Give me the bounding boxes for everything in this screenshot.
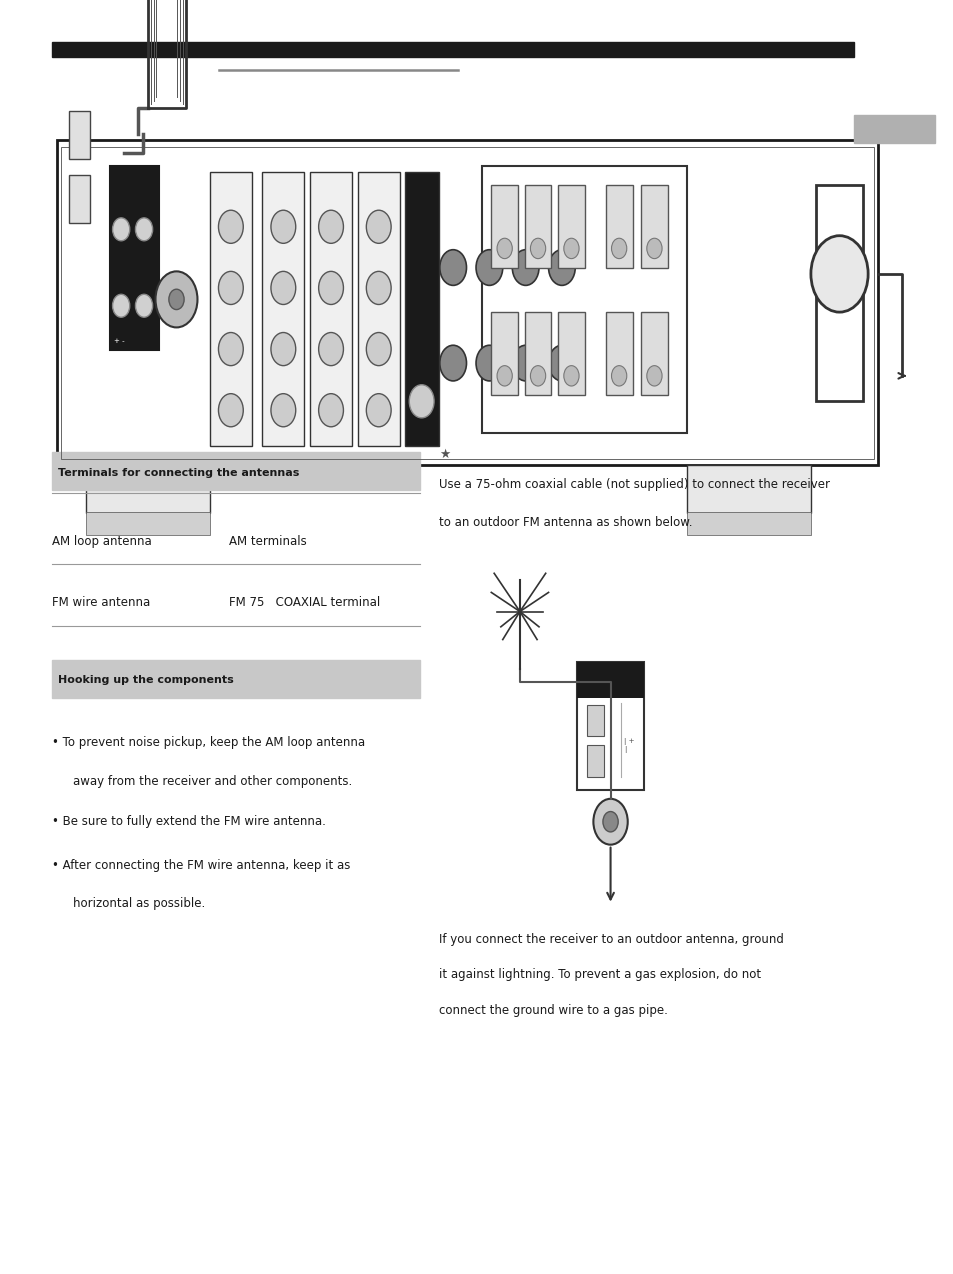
Circle shape [611,366,626,386]
Circle shape [366,210,391,243]
Circle shape [169,289,184,310]
Bar [524,312,551,395]
Bar [69,111,90,159]
Circle shape [439,250,466,285]
Bar [815,185,862,401]
Bar [558,312,584,395]
Bar [577,662,643,790]
Circle shape [611,238,626,259]
Circle shape [135,218,152,241]
Text: Hooking up the components: Hooking up the components [58,675,233,685]
Bar [640,185,667,268]
Circle shape [563,366,578,386]
Text: Terminals for connecting the antennas: Terminals for connecting the antennas [58,468,299,478]
Text: • Be sure to fully extend the FM wire antenna.: • Be sure to fully extend the FM wire an… [52,815,326,828]
Text: • To prevent noise pickup, keep the AM loop antenna: • To prevent noise pickup, keep the AM l… [52,736,365,749]
Circle shape [366,394,391,427]
Bar [586,745,603,777]
Circle shape [271,271,295,304]
Text: connect the ground wire to a gas pipe.: connect the ground wire to a gas pipe. [438,1004,667,1017]
Circle shape [646,366,661,386]
Bar [86,512,210,535]
Circle shape [563,238,578,259]
Text: FM wire antenna: FM wire antenna [52,596,151,609]
Text: | +
|: | + | [623,738,634,753]
Circle shape [318,271,343,304]
Text: Use a 75-ohm coaxial cable (not supplied) to connect the receiver: Use a 75-ohm coaxial cable (not supplied… [438,478,829,490]
Bar [686,465,810,513]
Bar [640,312,667,395]
Bar [577,662,643,698]
Circle shape [646,238,661,259]
Circle shape [218,271,243,304]
Text: AM loop antenna: AM loop antenna [52,535,152,548]
Circle shape [271,210,295,243]
Text: AM terminals: AM terminals [229,535,306,548]
Bar [52,42,853,57]
Text: to an outdoor FM antenna as shown below.: to an outdoor FM antenna as shown below. [438,516,692,529]
Bar [605,312,632,395]
Bar [57,140,877,465]
Circle shape [548,345,575,381]
Circle shape [112,294,130,317]
Text: • After connecting the FM wire antenna, keep it as: • After connecting the FM wire antenna, … [52,859,351,871]
Circle shape [548,250,575,285]
Text: If you connect the receiver to an outdoor antenna, ground: If you connect the receiver to an outdoo… [438,933,783,945]
Bar [524,185,551,268]
Circle shape [530,366,545,386]
Text: away from the receiver and other components.: away from the receiver and other compone… [73,775,353,787]
Circle shape [318,210,343,243]
Circle shape [366,333,391,366]
Bar [853,115,934,143]
Bar [310,172,352,446]
Bar [262,172,304,446]
Circle shape [497,238,512,259]
Bar [86,465,210,513]
Circle shape [271,333,295,366]
Circle shape [318,333,343,366]
Circle shape [476,250,502,285]
Bar [52,660,419,698]
Circle shape [530,238,545,259]
Bar [210,172,252,446]
Bar [61,147,873,459]
Bar [481,166,686,433]
Bar [558,185,584,268]
Bar [110,166,159,350]
Bar [69,175,90,223]
Circle shape [366,271,391,304]
Text: + -: + - [114,338,125,344]
Circle shape [218,333,243,366]
Circle shape [318,394,343,427]
Circle shape [476,345,502,381]
Bar [491,312,517,395]
Text: ★: ★ [438,448,450,461]
Circle shape [602,812,618,832]
Circle shape [810,236,867,312]
Circle shape [512,250,538,285]
Bar [605,185,632,268]
Text: it against lightning. To prevent a gas explosion, do not: it against lightning. To prevent a gas e… [438,968,760,981]
Circle shape [497,366,512,386]
Bar [52,452,419,490]
Bar [586,705,603,736]
Bar [686,512,810,535]
Bar [357,172,399,446]
Circle shape [593,799,627,845]
Bar [405,172,438,446]
Circle shape [135,294,152,317]
Text: FM 75   COAXIAL terminal: FM 75 COAXIAL terminal [229,596,380,609]
Circle shape [409,385,434,418]
Circle shape [112,218,130,241]
Bar [491,185,517,268]
Text: horizontal as possible.: horizontal as possible. [73,897,206,910]
Circle shape [271,394,295,427]
Circle shape [439,345,466,381]
Circle shape [512,345,538,381]
Circle shape [218,394,243,427]
Circle shape [155,271,197,327]
Circle shape [218,210,243,243]
